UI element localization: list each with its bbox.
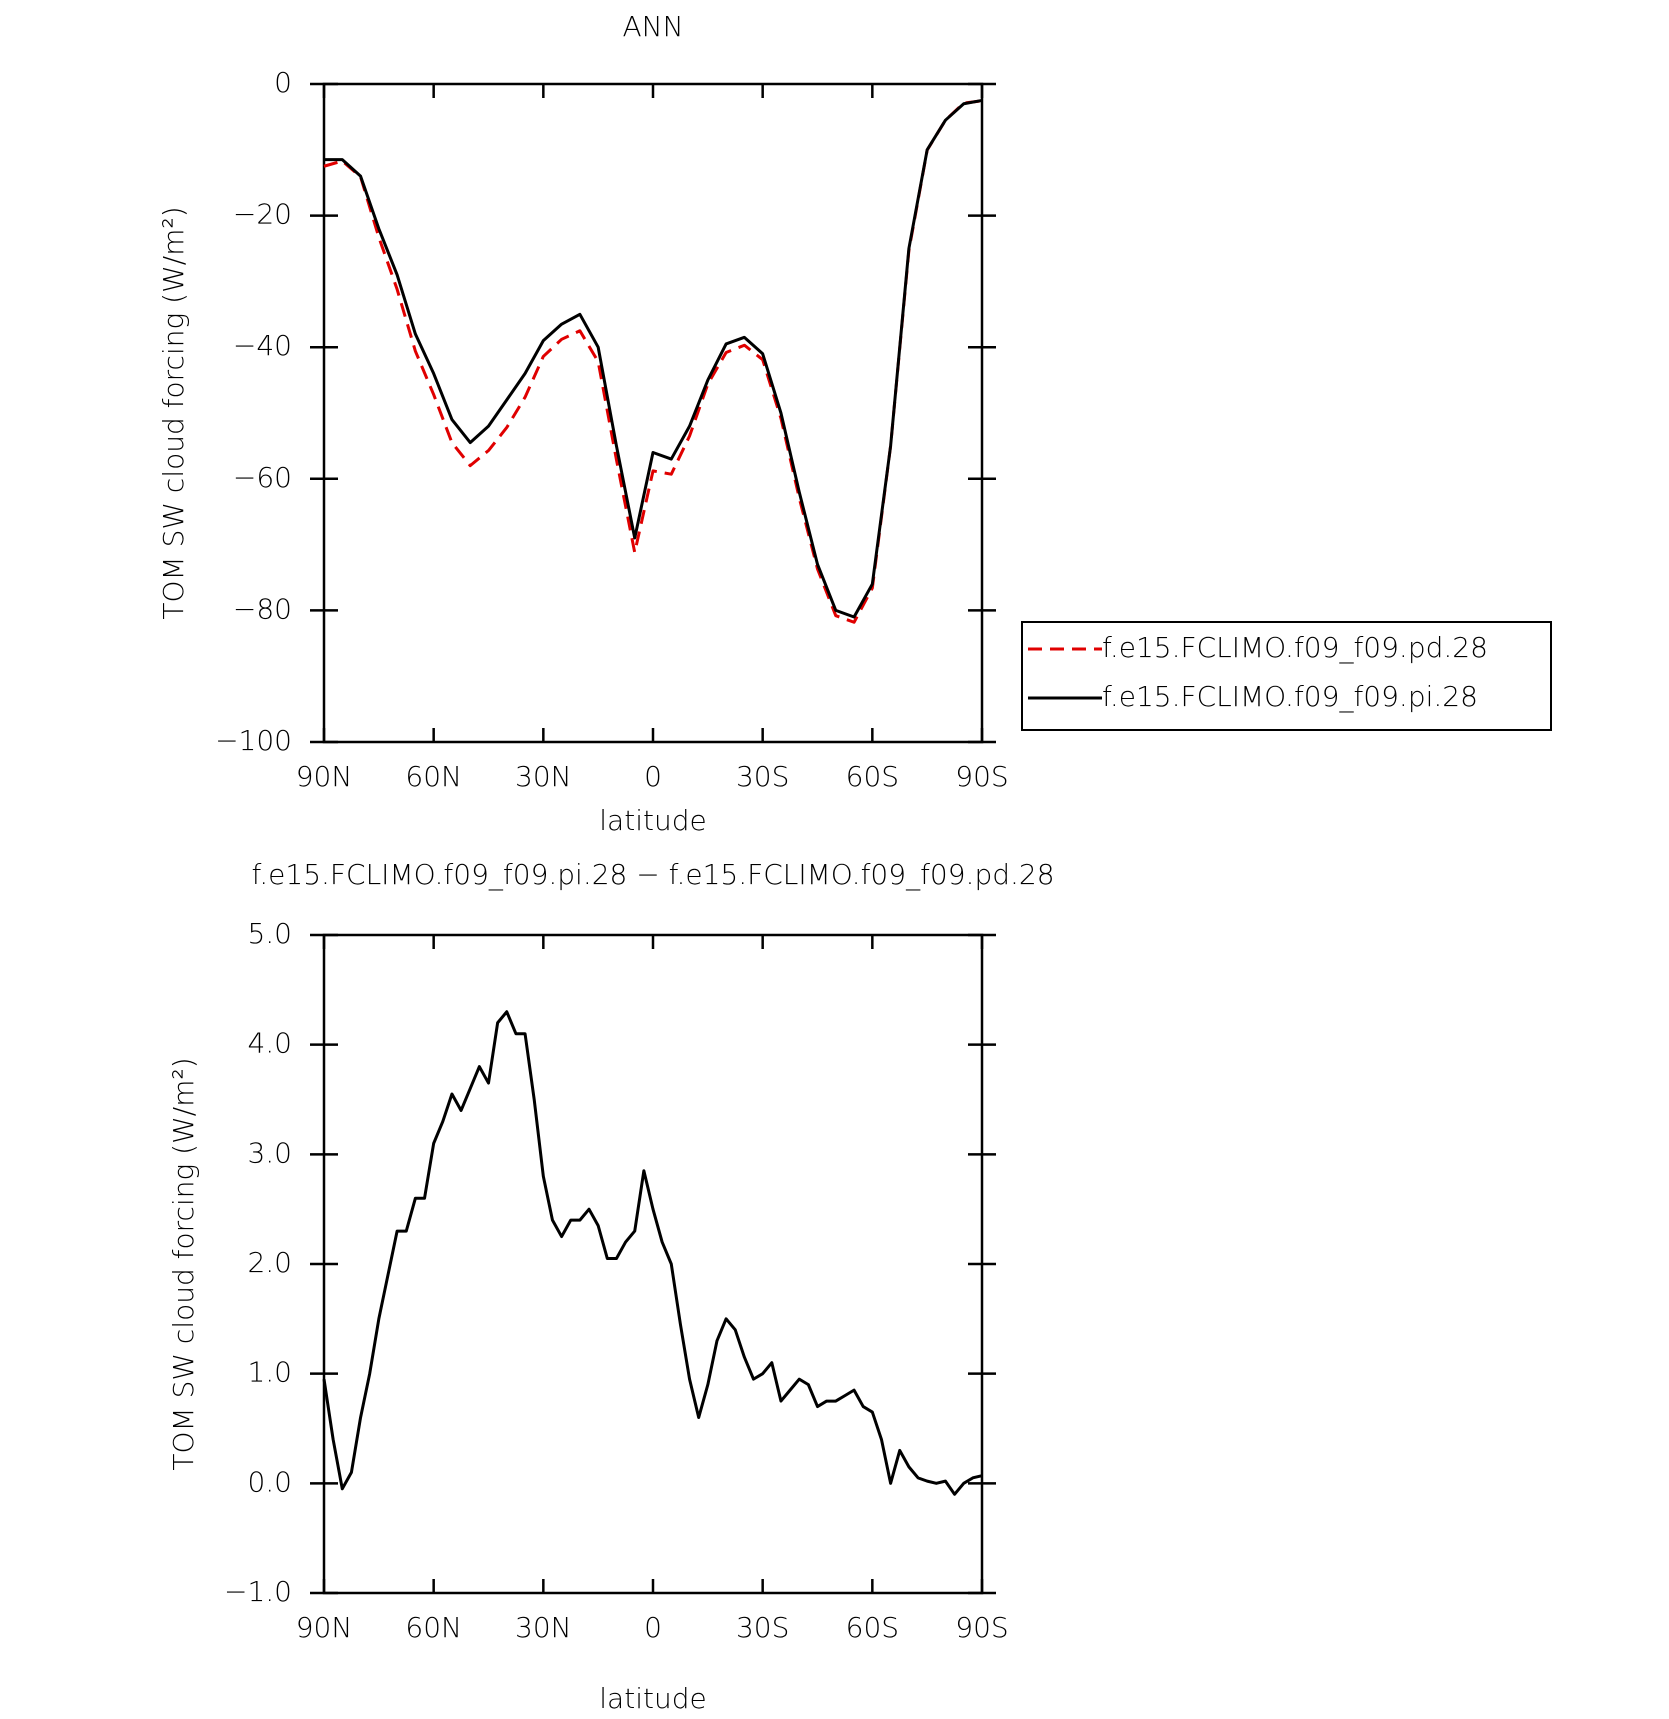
x-tick-label: 30N — [515, 760, 572, 793]
x-axis-label: latitude — [599, 1682, 706, 1715]
chart-title: ANN — [622, 10, 683, 43]
x-axis-label: latitude — [599, 804, 706, 837]
data-line — [322, 1010, 983, 1496]
y-tick-label: 0 — [274, 66, 292, 99]
y-tick-label: 2.0 — [247, 1246, 292, 1279]
data-line — [324, 98, 983, 619]
y-tick-label: −100 — [215, 724, 292, 757]
plot-frame — [322, 933, 984, 1595]
x-tick-label: 60N — [405, 760, 462, 793]
legend-label: f.e15.FCLIMO.f09_f09.pd.28 — [1102, 631, 1488, 665]
x-tick-label: 0 — [644, 760, 662, 793]
y-axis-label: TOM SW cloud forcing (W/m²) — [157, 206, 190, 619]
y-tick-label: 3.0 — [247, 1136, 292, 1169]
legend-label: f.e15.FCLIMO.f09_f09.pi.28 — [1102, 680, 1478, 714]
y-tick-label: 5.0 — [247, 917, 292, 950]
y-tick-label: −60 — [233, 461, 292, 494]
x-tick-label: 90S — [955, 760, 1008, 793]
y-tick-label: 1.0 — [247, 1356, 292, 1389]
plot-frame — [322, 82, 984, 744]
x-tick-label: 90N — [296, 1611, 353, 1644]
y-tick-label: 0.0 — [247, 1465, 292, 1498]
x-tick-label: 60S — [846, 760, 899, 793]
y-axis-label: TOM SW cloud forcing (W/m²) — [167, 1057, 200, 1470]
x-tick-label: 90S — [955, 1611, 1008, 1644]
x-tick-label: 0 — [644, 1611, 662, 1644]
x-tick-label: 90N — [296, 760, 353, 793]
x-tick-label: 30S — [736, 1611, 789, 1644]
y-tick-label: −20 — [233, 198, 292, 231]
y-tick-label: −1.0 — [224, 1575, 292, 1608]
x-tick-label: 30S — [736, 760, 789, 793]
y-tick-label: 4.0 — [247, 1027, 292, 1060]
x-tick-label: 30N — [515, 1611, 572, 1644]
y-tick-label: −80 — [233, 592, 292, 625]
legend-box — [1021, 621, 1552, 731]
x-tick-label: 60S — [846, 1611, 899, 1644]
y-tick-label: −40 — [233, 329, 292, 362]
data-line — [323, 99, 983, 624]
chart-title: f.e15.FCLIMO.f09_f09.pi.28 − f.e15.FCLIM… — [251, 858, 1054, 892]
x-tick-label: 60N — [405, 1611, 462, 1644]
